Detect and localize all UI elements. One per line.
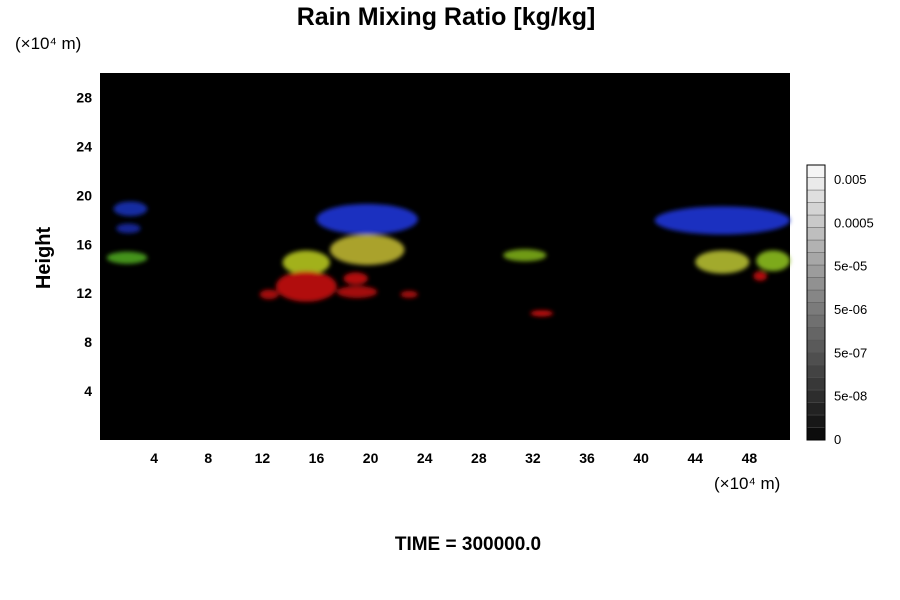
colorbar-label-3: 5e-06 (834, 302, 867, 317)
y-tick-20: 20 (76, 187, 92, 203)
data-region-7 (343, 272, 368, 285)
x-tick-12: 12 (255, 450, 271, 466)
data-region-16 (753, 271, 767, 281)
data-region-13 (654, 206, 791, 235)
x-tick-32: 32 (525, 450, 541, 466)
y-tick-4: 4 (84, 383, 92, 399)
colorbar-label-2: 5e-05 (834, 259, 867, 274)
data-region-5 (282, 250, 330, 275)
colorbar-level-14 (806, 252, 826, 266)
y-tick-labels: 4 8 12 16 20 24 28 (76, 89, 92, 399)
chart-title: Rain Mixing Ratio [kg/kg] (297, 3, 596, 31)
data-region-1 (116, 223, 141, 234)
y-tick-28: 28 (76, 89, 92, 105)
colorbar-level-20 (806, 177, 826, 191)
colorbar-level-3 (806, 389, 826, 403)
colorbar-frame (806, 164, 826, 441)
data-region-2 (316, 203, 418, 235)
colorbar-level-10 (806, 302, 826, 316)
data-region-4 (106, 251, 148, 264)
time-label: TIME = 300000.0 (395, 534, 541, 555)
y-tick-24: 24 (76, 138, 92, 154)
colorbar-level-5 (806, 364, 826, 378)
colorbar-level-1 (806, 414, 826, 428)
colorbar-level-6 (806, 352, 826, 366)
data-regions (106, 201, 791, 317)
data-region-0 (113, 201, 148, 217)
x-tick-36: 36 (579, 450, 595, 466)
data-region-6 (275, 271, 337, 302)
data-region-9 (336, 285, 378, 299)
colorbar (806, 164, 826, 441)
colorbar-label-4: 5e-07 (834, 345, 867, 360)
colorbar-level-15 (806, 239, 826, 253)
x-tick-40: 40 (633, 450, 649, 466)
colorbar-level-11 (806, 289, 826, 303)
y-tick-16: 16 (76, 236, 92, 252)
x-tick-4: 4 (150, 450, 158, 466)
x-tick-48: 48 (742, 450, 758, 466)
colorbar-label-0: 0.005 (834, 172, 867, 187)
colorbar-level-16 (806, 227, 826, 241)
colorbar-label-5: 5e-08 (834, 389, 867, 404)
plot-area (100, 73, 790, 440)
data-region-10 (400, 290, 418, 299)
colorbar-label-6: 0 (834, 432, 841, 447)
x-unit: (×10⁴ m) (714, 474, 780, 493)
x-tick-16: 16 (309, 450, 325, 466)
y-unit: (×10⁴ m) (15, 34, 81, 53)
colorbar-level-18 (806, 202, 826, 216)
x-tick-8: 8 (204, 450, 212, 466)
colorbar-level-19 (806, 189, 826, 203)
data-region-14 (695, 250, 750, 274)
colorbar-level-12 (806, 277, 826, 291)
x-tick-28: 28 (471, 450, 487, 466)
data-region-8 (259, 289, 279, 300)
colorbar-level-21 (806, 164, 826, 178)
colorbar-level-7 (806, 339, 826, 353)
data-region-12 (530, 310, 554, 317)
data-region-3 (330, 234, 405, 266)
colorbar-level-13 (806, 264, 826, 278)
colorbar-level-17 (806, 214, 826, 228)
x-tick-24: 24 (417, 450, 433, 466)
colorbar-level-8 (806, 327, 826, 341)
y-tick-8: 8 (84, 334, 92, 350)
colorbar-level-4 (806, 377, 826, 391)
colorbar-labels: 0.005 0.0005 5e-05 5e-06 5e-07 5e-08 0 (834, 172, 874, 447)
x-tick-20: 20 (363, 450, 379, 466)
colorbar-level-9 (806, 314, 826, 328)
colorbar-level-2 (806, 402, 826, 416)
colorbar-label-1: 0.0005 (834, 215, 874, 230)
x-tick-44: 44 (688, 450, 704, 466)
data-region-11 (503, 249, 547, 262)
y-tick-12: 12 (76, 285, 92, 301)
x-tick-labels: 4 8 12 16 20 24 28 32 36 40 44 48 (150, 450, 757, 466)
colorbar-level-0 (806, 427, 826, 441)
data-region-15 (756, 250, 791, 272)
y-axis-label: Height (33, 227, 55, 290)
